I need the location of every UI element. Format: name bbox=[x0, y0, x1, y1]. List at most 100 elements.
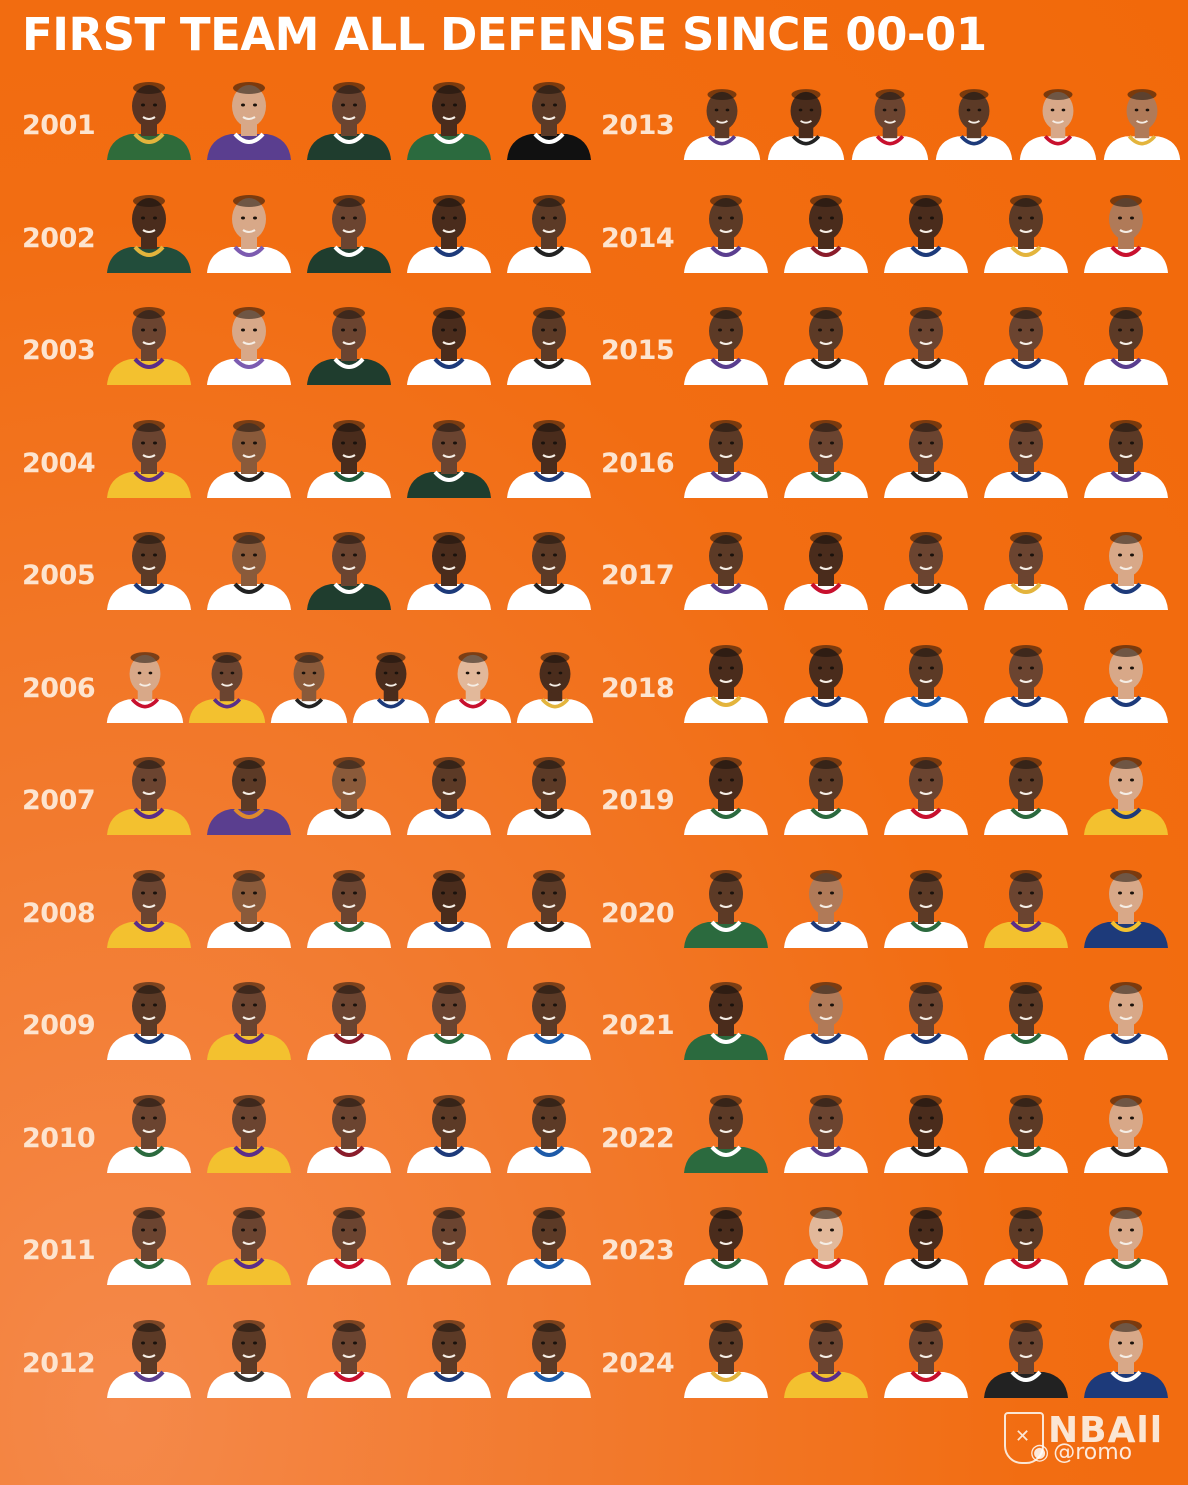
player-headshot bbox=[405, 972, 493, 1060]
player-headshot bbox=[982, 297, 1070, 385]
player-headshot bbox=[882, 635, 970, 723]
player-headshot bbox=[205, 1310, 293, 1398]
watermark: ◉ @romo bbox=[1030, 1440, 1132, 1465]
player-headshot bbox=[982, 1310, 1070, 1398]
player-headshot bbox=[105, 1197, 193, 1285]
player-headshot bbox=[882, 1310, 970, 1398]
player-headshot bbox=[305, 860, 393, 948]
player-headshot bbox=[982, 410, 1070, 498]
year-row-2013: 2013 bbox=[0, 72, 1188, 184]
year-row-2009: 2009 bbox=[0, 972, 1188, 1084]
player-headshot bbox=[505, 1085, 593, 1173]
player-headshot bbox=[305, 185, 393, 273]
player-headshot bbox=[1082, 1310, 1170, 1398]
year-label: 2012 bbox=[22, 1347, 96, 1379]
player-headshot bbox=[205, 1197, 293, 1285]
player-headshot bbox=[269, 643, 349, 723]
player-headshot bbox=[766, 80, 846, 160]
player-headshot bbox=[1082, 1085, 1170, 1173]
year-row-2017: 2017 bbox=[0, 522, 1188, 634]
player-headshot bbox=[1082, 635, 1170, 723]
player-headshot bbox=[405, 1310, 493, 1398]
player-headshot bbox=[105, 860, 193, 948]
year-row-2006: 2006 bbox=[0, 635, 1188, 747]
player-headshot bbox=[1082, 185, 1170, 273]
player-headshot bbox=[1082, 297, 1170, 385]
player-headshot bbox=[982, 860, 1070, 948]
player-headshot bbox=[305, 522, 393, 610]
nbaii-logo: ✕ NBAll bbox=[1004, 1410, 1174, 1472]
year-row-2018: 2018 bbox=[0, 635, 1188, 747]
weibo-icon: ◉ bbox=[1030, 1440, 1050, 1465]
player-headshot bbox=[205, 747, 293, 835]
player-headshot bbox=[1082, 1197, 1170, 1285]
player-headshot bbox=[882, 972, 970, 1060]
player-headshot bbox=[682, 297, 770, 385]
player-headshot bbox=[1082, 410, 1170, 498]
player-headshot bbox=[1082, 860, 1170, 948]
player-headshot bbox=[882, 860, 970, 948]
year-row-2015: 2015 bbox=[0, 297, 1188, 409]
year-label: 2011 bbox=[22, 1235, 96, 1266]
player-headshot bbox=[505, 297, 593, 385]
player-headshot bbox=[682, 1197, 770, 1285]
player-headshot bbox=[982, 635, 1070, 723]
year-row-2012: 2012 bbox=[0, 1310, 1188, 1422]
player-headshot bbox=[782, 747, 870, 835]
year-label: 2008 bbox=[22, 897, 96, 929]
player-headshot bbox=[205, 185, 293, 273]
player-headshot bbox=[682, 1085, 770, 1173]
player-headshot bbox=[305, 297, 393, 385]
player-headshot bbox=[982, 185, 1070, 273]
year-label: 2016 bbox=[601, 447, 675, 479]
player-headshot bbox=[682, 410, 770, 498]
year-label: 2010 bbox=[22, 1122, 96, 1154]
player-headshot bbox=[305, 1310, 393, 1398]
player-headshot bbox=[205, 860, 293, 948]
player-headshot bbox=[782, 972, 870, 1060]
player-headshot bbox=[782, 1085, 870, 1173]
player-headshot bbox=[351, 643, 431, 723]
player-headshot bbox=[105, 643, 185, 723]
player-headshot bbox=[782, 522, 870, 610]
player-headshot bbox=[682, 747, 770, 835]
player-headshot bbox=[682, 635, 770, 723]
player-headshot bbox=[1082, 972, 1170, 1060]
player-headshot bbox=[882, 747, 970, 835]
year-row-2001: 2001 bbox=[0, 72, 1188, 184]
page-title: FIRST TEAM ALL DEFENSE SINCE 00-01 bbox=[22, 8, 987, 61]
year-label: 2002 bbox=[22, 222, 96, 254]
player-headshot bbox=[682, 1310, 770, 1398]
player-headshot bbox=[782, 635, 870, 723]
year-row-2023: 2023 bbox=[0, 1197, 1188, 1309]
player-headshot bbox=[782, 410, 870, 498]
player-headshot bbox=[105, 72, 193, 160]
year-row-2022: 2022 bbox=[0, 1085, 1188, 1197]
year-row-2010: 2010 bbox=[0, 1085, 1188, 1197]
player-headshot bbox=[305, 972, 393, 1060]
player-headshot bbox=[782, 297, 870, 385]
year-label: 2013 bbox=[601, 110, 675, 141]
player-headshot bbox=[105, 1310, 193, 1398]
player-headshot bbox=[105, 747, 193, 835]
year-label: 2020 bbox=[601, 897, 675, 929]
player-headshot bbox=[782, 860, 870, 948]
player-headshot bbox=[105, 522, 193, 610]
player-headshot bbox=[982, 1085, 1070, 1173]
year-label: 2024 bbox=[601, 1347, 675, 1379]
player-headshot bbox=[934, 80, 1014, 160]
player-headshot bbox=[682, 860, 770, 948]
year-label: 2017 bbox=[601, 560, 675, 591]
player-headshot bbox=[682, 522, 770, 610]
year-row-2020: 2020 bbox=[0, 860, 1188, 972]
player-headshot bbox=[682, 185, 770, 273]
year-row-2014: 2014 bbox=[0, 185, 1188, 297]
year-row-2016: 2016 bbox=[0, 410, 1188, 522]
player-headshot bbox=[682, 972, 770, 1060]
year-label: 2006 bbox=[22, 672, 96, 704]
player-headshot bbox=[505, 522, 593, 610]
player-headshot bbox=[205, 72, 293, 160]
year-label: 2014 bbox=[601, 222, 675, 254]
player-headshot bbox=[782, 1197, 870, 1285]
player-headshot bbox=[405, 185, 493, 273]
